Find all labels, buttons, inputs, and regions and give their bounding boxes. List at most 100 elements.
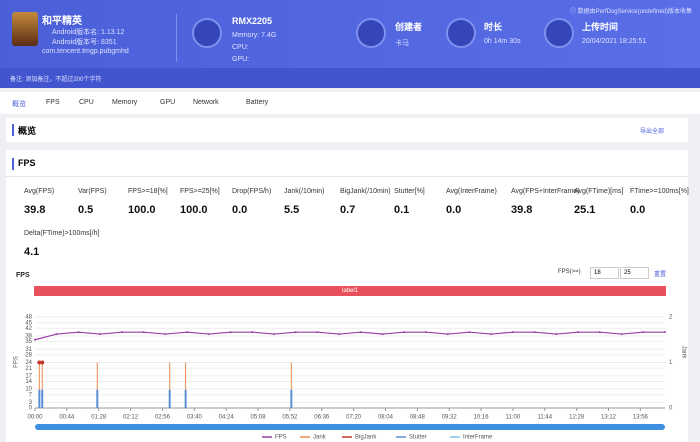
y-tick-label: 45 bbox=[25, 320, 32, 326]
y-tick-label: 0 bbox=[29, 406, 33, 412]
tab[interactable]: CPU bbox=[79, 99, 94, 106]
tab[interactable]: Battery bbox=[246, 99, 269, 106]
y-tick-label: 24 bbox=[25, 360, 32, 366]
fps-point bbox=[359, 331, 362, 334]
threshold-input[interactable]: 25 bbox=[620, 267, 649, 279]
legend-label: BigJank bbox=[355, 435, 377, 441]
fps-point bbox=[186, 331, 189, 334]
fps-point bbox=[577, 331, 580, 334]
stat-value: 0.7 bbox=[340, 204, 356, 216]
band-label: label1 bbox=[34, 286, 666, 296]
game-name: 和平精英 bbox=[42, 16, 82, 27]
stat-value: 5.5 bbox=[284, 204, 300, 216]
y-tick-label: 48 bbox=[25, 315, 32, 321]
threshold-input[interactable]: 18 bbox=[590, 267, 619, 279]
stat-value: 25.1 bbox=[574, 204, 596, 216]
fps-point bbox=[598, 331, 601, 334]
duration: 0h 14m 30s bbox=[484, 38, 521, 45]
version-code: Android版本号: 8351 bbox=[52, 39, 117, 46]
x-tick-label: 05:52 bbox=[282, 415, 298, 421]
fps-point bbox=[316, 331, 319, 334]
stat-label: FTime>=100ms[%] bbox=[630, 188, 689, 195]
tab[interactable]: GPU bbox=[160, 99, 176, 106]
y-tick-label: 21 bbox=[25, 366, 32, 372]
fps-point bbox=[99, 333, 102, 336]
legend-label: Jank bbox=[313, 435, 327, 441]
fps-point bbox=[533, 331, 536, 334]
fps-point bbox=[272, 333, 275, 336]
stat-value: 4.1 bbox=[24, 246, 40, 258]
x-tick-label: 03:40 bbox=[187, 415, 203, 421]
upload-time: 20/04/2021 18:25:51 bbox=[582, 38, 647, 45]
x-tick-label: 07:20 bbox=[346, 415, 362, 421]
accent bbox=[12, 124, 14, 136]
x-tick-label: 11:44 bbox=[538, 415, 553, 421]
x-tick-label: 01:28 bbox=[91, 415, 107, 421]
fps-point bbox=[511, 331, 514, 334]
chart-title: FPS bbox=[16, 272, 30, 279]
accent bbox=[12, 158, 14, 170]
fps-point bbox=[425, 331, 428, 334]
bigjank-point bbox=[37, 360, 42, 365]
memory: Memory: 7.4G bbox=[232, 32, 277, 39]
legend-label: InterFrame bbox=[463, 435, 493, 441]
y-tick-label: 38 bbox=[25, 334, 32, 340]
y-tick-label: 31 bbox=[25, 347, 32, 353]
x-tick-label: 05:08 bbox=[251, 415, 267, 421]
x-tick-label: 09:32 bbox=[442, 415, 458, 421]
version-name: Android版本名: 1.13.12 bbox=[52, 29, 125, 36]
fps-point bbox=[207, 333, 210, 336]
creator: 卡马 bbox=[395, 40, 409, 47]
x-tick-label: 08:04 bbox=[378, 415, 394, 421]
y-tick-label: 35 bbox=[25, 339, 32, 345]
x-tick-label: 10:16 bbox=[474, 415, 490, 421]
tab-bar: 概览 FPS CPU Memory GPU Network Battery bbox=[0, 92, 700, 114]
x-tick-label: 11:00 bbox=[506, 415, 521, 421]
stat-label: Avg(InterFrame) bbox=[446, 188, 497, 195]
fps-point bbox=[229, 331, 232, 334]
stat-label: Drop(FPS/h) bbox=[232, 188, 272, 195]
upload-label: 上传时间 bbox=[582, 22, 619, 32]
fps-point bbox=[642, 331, 645, 334]
fps-point bbox=[251, 331, 254, 334]
cpu: CPU: bbox=[232, 44, 249, 51]
tab[interactable]: FPS bbox=[46, 99, 60, 106]
x-tick-label: 06:36 bbox=[314, 415, 330, 421]
stat-label: Jank(/10min) bbox=[284, 188, 325, 195]
clock-icon bbox=[446, 18, 476, 48]
y-tick-label: 14 bbox=[25, 379, 32, 385]
y2-tick-label: 1 bbox=[669, 360, 673, 366]
y2-tick-label: 0 bbox=[669, 406, 673, 412]
fps-point bbox=[555, 333, 558, 336]
scrollbar[interactable] bbox=[35, 424, 665, 430]
threshold-label: FPS(>=) bbox=[558, 269, 581, 275]
device: RMX2205 bbox=[232, 16, 273, 26]
stat-label: Avg(FPS) bbox=[24, 188, 55, 195]
reset[interactable]: 重置 bbox=[654, 272, 667, 278]
y-tick-label: 28 bbox=[25, 352, 32, 358]
fps-line bbox=[34, 331, 665, 341]
y-tick-label: 17 bbox=[25, 373, 32, 379]
overview-card: 概览 导出全部 bbox=[6, 118, 688, 142]
tab[interactable]: Memory bbox=[112, 99, 138, 106]
bigjank-point bbox=[40, 360, 45, 365]
header: 和平精英 Android版本名: 1.13.12 Android版本号: 835… bbox=[0, 0, 700, 88]
stat-label: Avg(FPS+InterFrame) bbox=[511, 188, 580, 195]
fps-title: FPS bbox=[18, 158, 36, 168]
y2-label: Jank bbox=[680, 346, 686, 360]
x-tick-label: 00:44 bbox=[59, 415, 75, 421]
fps-point bbox=[164, 333, 167, 336]
phone-icon bbox=[192, 18, 222, 48]
stat-value: 39.8 bbox=[511, 204, 533, 216]
game-icon bbox=[12, 12, 38, 46]
x-tick-label: 00:00 bbox=[27, 415, 43, 421]
y-tick-label: 7 bbox=[29, 392, 33, 398]
divider bbox=[176, 14, 177, 62]
fps-point bbox=[664, 331, 666, 334]
tab[interactable]: Network bbox=[193, 99, 219, 106]
note[interactable]: 备注: 添加备注，不超过200个字符 bbox=[10, 77, 102, 83]
tab[interactable]: 概览 bbox=[12, 101, 26, 108]
legend-label: Stutter bbox=[409, 435, 427, 441]
stat-value: 0.0 bbox=[446, 204, 462, 216]
export[interactable]: 导出全部 bbox=[640, 129, 665, 135]
